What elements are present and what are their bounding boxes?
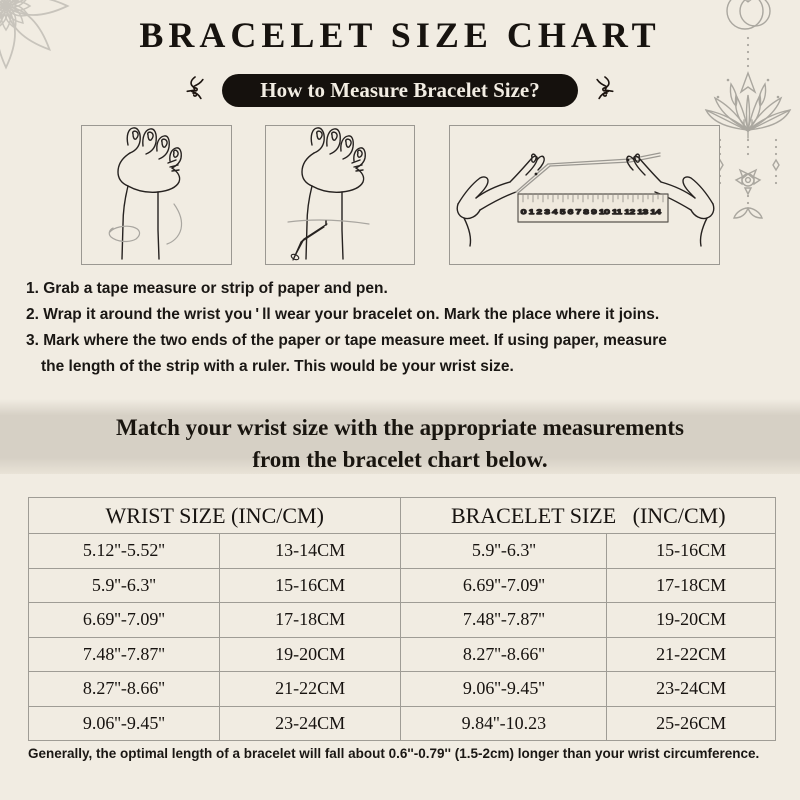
svg-text:0 1 2 3 4 5 6 7 8 9 10 11 12 1: 0 1 2 3 4 5 6 7 8 9 10 11 12 13 14 [521,209,662,216]
